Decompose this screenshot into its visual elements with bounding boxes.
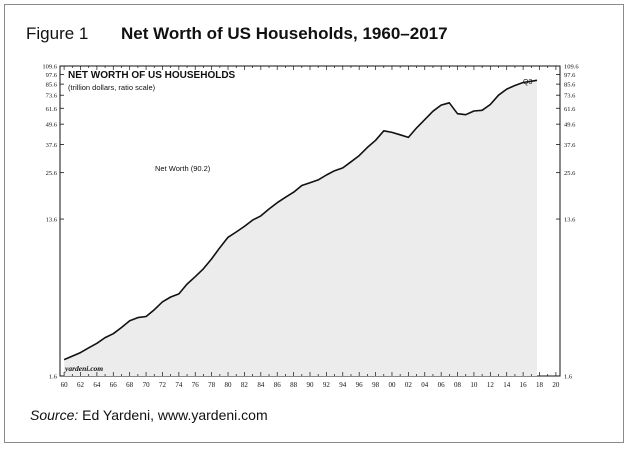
x-tick-label: 84: [257, 381, 265, 389]
y-tick-label-right: 109.6: [564, 64, 579, 71]
x-tick-label: 08: [454, 381, 462, 389]
source-text: Ed Yardeni, www.yardeni.com: [82, 407, 268, 423]
endpoint-label: Q3: [523, 79, 532, 86]
y-tick-label-right: 73.6: [564, 93, 576, 100]
x-tick-label: 60: [61, 381, 69, 389]
figure-title: Net Worth of US Households, 1960–2017: [121, 24, 448, 43]
x-tick-label: 72: [159, 381, 167, 389]
y-tick-label-right: 37.6: [564, 142, 576, 149]
y-tick-label-right: 49.6: [564, 122, 576, 129]
x-tick-label: 00: [388, 381, 396, 389]
x-tick-label: 62: [77, 381, 85, 389]
x-tick-label: 16: [520, 381, 528, 389]
series-label: Net Worth (90.2): [155, 164, 211, 173]
x-tick-label: 74: [175, 381, 183, 389]
y-tick-label-left: 49.6: [46, 122, 58, 129]
source-note: Source: Ed Yardeni, www.yardeni.com: [30, 407, 268, 423]
y-tick-label-left: 73.6: [46, 93, 58, 100]
x-tick-label: 98: [372, 381, 380, 389]
x-tick-label: 86: [274, 381, 282, 389]
x-tick-label: 78: [208, 381, 216, 389]
x-tick-label: 88: [290, 381, 298, 389]
figure-label: Figure 1: [26, 24, 89, 43]
y-tick-label-right: 13.6: [564, 217, 576, 224]
y-tick-label-left: 13.6: [46, 217, 58, 224]
x-tick-label: 90: [307, 381, 315, 389]
x-tick-label: 96: [356, 381, 364, 389]
x-tick-label: 18: [536, 381, 544, 389]
y-tick-label-right: 61.6: [564, 106, 576, 113]
y-tick-label-right: 1.6: [564, 374, 573, 381]
y-tick-label-left: 25.6: [46, 170, 58, 177]
x-tick-label: 68: [126, 381, 134, 389]
y-tick-label-left: 85.6: [46, 82, 58, 89]
x-tick-label: 02: [405, 381, 413, 389]
x-tick-label: 94: [339, 381, 347, 389]
y-tick-label-left: 1.6: [49, 374, 58, 381]
net-worth-line: [63, 79, 538, 361]
y-tick-label-left: 97.6: [46, 72, 58, 79]
chart-title: NET WORTH OF US HOUSEHOLDS: [68, 70, 236, 81]
x-tick-label: 14: [503, 381, 511, 389]
x-tick-label: 82: [241, 381, 249, 389]
x-tick-label: 20: [552, 381, 560, 389]
x-tick-label: 10: [470, 381, 478, 389]
x-tick-label: 70: [143, 381, 151, 389]
x-tick-label: 04: [421, 381, 429, 389]
y-tick-label-left: 61.6: [46, 106, 58, 113]
x-tick-label: 92: [323, 381, 331, 389]
y-tick-label-left: 109.6: [42, 64, 57, 71]
chart-subtitle: (trillion dollars, ratio scale): [68, 83, 156, 92]
watermark: yardeni.com: [64, 364, 103, 373]
x-tick-label: 66: [110, 381, 118, 389]
y-tick-label-right: 97.6: [564, 72, 576, 79]
y-tick-label-right: 25.6: [564, 170, 576, 177]
x-tick-label: 64: [93, 381, 101, 389]
x-tick-label: 12: [487, 381, 495, 389]
x-tick-label: 80: [225, 381, 233, 389]
y-tick-label-left: 37.6: [46, 142, 58, 149]
source-label: Source:: [30, 407, 79, 423]
x-tick-label: 06: [438, 381, 446, 389]
x-tick-label: 76: [192, 381, 200, 389]
y-tick-label-right: 85.6: [564, 82, 576, 89]
net-worth-area: [64, 80, 537, 377]
